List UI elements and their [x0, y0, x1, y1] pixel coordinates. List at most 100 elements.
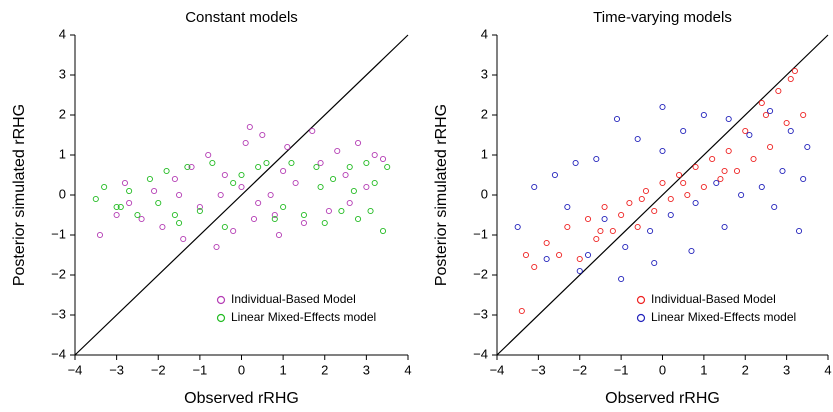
scatter-point — [791, 67, 798, 75]
scatter-point — [267, 191, 274, 199]
scatter-point — [576, 255, 583, 263]
scatter-point — [634, 223, 641, 231]
scatter-point — [613, 115, 621, 123]
scatter-point — [618, 275, 625, 283]
legend-label: Individual-Based Model — [231, 292, 356, 306]
scatter-point — [379, 227, 387, 235]
scatter-point — [758, 99, 765, 107]
scatter-point — [725, 147, 732, 155]
y-tick-label: 2 — [59, 106, 66, 121]
scatter-point — [188, 163, 195, 171]
scatter-point — [543, 239, 550, 247]
scatter-point — [531, 183, 538, 191]
x-tick-label: −2 — [572, 362, 587, 377]
scatter-point — [795, 227, 803, 235]
scatter-point — [692, 199, 699, 207]
scatter-point — [117, 203, 124, 211]
scatter-point — [556, 251, 563, 259]
scatter-point — [767, 107, 774, 115]
legend: Individual-Based Model Linear Mixed-Effec… — [216, 292, 376, 324]
y-tick-label: 4 — [481, 26, 488, 41]
scatter-point — [775, 87, 782, 95]
scatter-point — [564, 223, 571, 231]
panel: Time-varying models Observed rRHG Posterio… — [433, 9, 831, 407]
scatter-point — [325, 207, 332, 215]
scatter-point — [762, 111, 769, 119]
y-tick-label: −1 — [473, 226, 488, 241]
scatter-point — [334, 147, 341, 155]
y-tick-label: 4 — [59, 26, 66, 41]
legend: Individual-Based Model Linear Mixed-Effec… — [636, 292, 796, 324]
scatter-point — [255, 163, 262, 171]
scatter-point — [238, 183, 245, 191]
scatter-point — [121, 179, 128, 187]
identity-line — [496, 34, 829, 356]
scatter-point — [196, 207, 203, 215]
scatter-point — [700, 183, 707, 191]
scatter-point — [659, 179, 666, 187]
scatter-point — [576, 267, 583, 275]
chart-title: Time-varying models — [593, 9, 732, 26]
y-tick-label: 0 — [481, 186, 488, 201]
y-tick-label: −3 — [473, 306, 488, 321]
scatter-point — [184, 163, 191, 171]
y-tick-label: −3 — [51, 306, 66, 321]
y-tick-label: 0 — [59, 186, 66, 201]
scatter-point — [680, 179, 687, 187]
x-tick-label: −4 — [68, 362, 83, 377]
scatter-point — [354, 139, 362, 147]
y-tick-label: 3 — [481, 66, 488, 81]
scatter-point — [163, 167, 170, 175]
scatter-point — [626, 199, 633, 207]
scatter-point — [230, 179, 237, 187]
scatter-point — [101, 183, 108, 191]
scatter-point — [96, 231, 104, 239]
scatter-point — [309, 127, 316, 135]
panel: Constant models Observed rRHG Posterior si… — [11, 9, 411, 407]
scatter-point — [350, 187, 357, 195]
legend-label: Linear Mixed-Effects model — [651, 310, 796, 324]
scatter-point — [742, 127, 749, 135]
y-tick-label: −2 — [473, 266, 488, 281]
legend-label: Linear Mixed-Effects model — [231, 310, 376, 324]
scatter-point — [371, 151, 378, 159]
x-tick-label: 0 — [238, 362, 245, 377]
scatter-point — [317, 159, 324, 167]
scatter-point — [531, 263, 538, 271]
scatter-point — [330, 175, 337, 183]
scatter-point — [317, 183, 324, 191]
scatter-point — [771, 203, 778, 211]
y-tick-label: −4 — [473, 346, 488, 361]
y-axis-label: Posterior simulated rRHG — [11, 104, 28, 286]
scatter-point — [767, 143, 774, 151]
chart-title: Constant models — [185, 9, 298, 26]
x-tick-label: 1 — [700, 362, 707, 377]
scatter-point — [800, 111, 807, 119]
scatter-point — [363, 159, 370, 167]
scatter-point — [238, 171, 245, 179]
scatter-point — [384, 163, 391, 171]
x-tick-label: −4 — [490, 362, 505, 377]
scatter-point — [725, 115, 732, 123]
scatter-point — [271, 215, 278, 223]
scatter-point — [721, 167, 728, 175]
scatter-point — [609, 227, 616, 235]
scatter-point — [597, 227, 604, 235]
legend-marker — [216, 295, 226, 305]
scatter-point — [593, 235, 600, 243]
scatter-point — [171, 211, 178, 219]
scatter-point — [242, 139, 249, 147]
scatter-point — [292, 179, 299, 187]
scatter-point — [209, 159, 216, 167]
scatter-point — [263, 159, 270, 167]
scatter-point — [371, 179, 378, 187]
legend-label: Individual-Based Model — [651, 292, 776, 306]
scatter-point — [113, 203, 120, 211]
scatter-point — [346, 199, 353, 207]
scatter-point — [667, 195, 674, 203]
scatter-point — [593, 155, 600, 163]
scatter-point — [92, 195, 99, 203]
scatter-point — [787, 127, 794, 135]
scatter-point — [659, 103, 666, 111]
scatter-point — [667, 211, 674, 219]
